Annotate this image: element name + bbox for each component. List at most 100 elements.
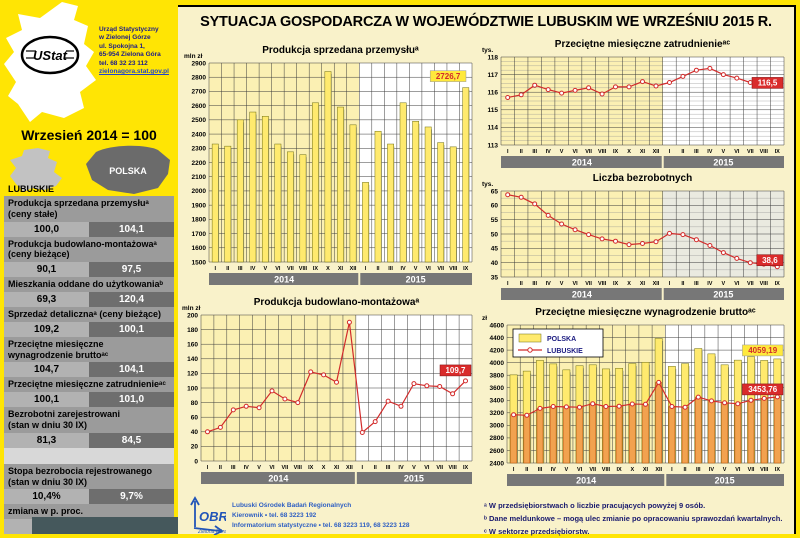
indicator-values: 109,2 100,1 [4,321,174,337]
svg-text:2015: 2015 [713,158,733,168]
svg-text:40: 40 [491,260,499,267]
svg-text:VII: VII [437,266,444,272]
svg-text:II: II [520,149,524,155]
svg-text:X: X [322,465,326,471]
value-lubuskie: 100,1 [4,392,89,408]
svg-text:2700: 2700 [192,89,207,96]
svg-text:IX: IX [775,467,781,473]
value-badge [742,344,784,357]
svg-text:IV: IV [707,149,713,155]
svg-text:VII: VII [585,149,592,155]
svg-text:XI: XI [640,281,646,287]
svg-text:116,5: 116,5 [758,79,778,88]
svg-text:2600: 2600 [490,448,505,455]
svg-text:II: II [681,149,685,155]
value-badge [751,77,784,89]
svg-text:V: V [722,149,726,155]
svg-text:2014: 2014 [274,275,294,285]
svg-text:V: V [414,266,418,272]
svg-text:III: III [694,281,699,287]
svg-text:V: V [412,465,416,471]
svg-text:2800: 2800 [490,435,505,442]
chart-svg-produkcja-sprzedana-przemyslu: Produkcja sprzedana przemysłuᵃ mln zł 1500… [184,45,473,285]
value-badge [429,70,467,82]
svg-text:XII: XII [346,465,353,471]
svg-text:X: X [627,149,631,155]
indicator-label: Produkcja sprzedana przemysłuᵃ (ceny stał… [4,196,174,222]
svg-text:2300: 2300 [192,146,207,153]
svg-text:XI: XI [334,465,340,471]
svg-text:60: 60 [191,415,199,422]
chart-produkcja-budowlano-montazowa: Produkcja budowlano-montażowaᵃ mln zł 0 20 4… [180,295,480,487]
chart-svg-przecietne-zatrudnienie: Przeciętne miesięczne zatrudnienieᵃᶜ tys.… [482,39,785,168]
svg-text:2000: 2000 [192,188,207,195]
footnote: ᵇ Dane meldunkowe – mogą ulec zmianie po… [484,514,783,524]
indicator-values: 81,3 84,5 [4,432,174,448]
svg-text:115: 115 [488,107,499,114]
obr-contact-lines: Lubuski Ośrodek Badań Regionalnych Kierow… [232,501,410,530]
svg-text:X: X [326,266,330,272]
svg-text:XII: XII [653,149,660,155]
obr-logo-subtext: Zielona Góra [197,529,226,535]
page-title: SYTUACJA GOSPODARCZA W WOJEWÓDZTWIE LUBU… [200,14,772,30]
svg-text:1700: 1700 [192,231,207,238]
indicator-label: Przeciętne miesięczne zatrudnienieᵃᶜ [4,377,174,393]
value-polska: 9,7% [89,489,174,505]
svg-text:III: III [231,465,236,471]
svg-text:VII: VII [585,281,592,287]
value-polska: 104,1 [89,221,174,237]
svg-text:I: I [513,467,515,473]
ustat-logo-text: UStat [33,48,68,63]
svg-text:IX: IX [613,281,619,287]
address-line: ul. Spokojna 1, [99,42,145,50]
indicator-label: Sprzedaż detalicznaᵃ (ceny bieżące) [4,306,174,322]
svg-text:VIII: VIII [760,149,769,155]
svg-text:VII: VII [747,149,754,155]
svg-text:4059,19: 4059,19 [748,346,777,355]
svg-text:3200: 3200 [490,410,505,417]
svg-text:55: 55 [491,217,499,224]
svg-text:114: 114 [488,125,499,132]
svg-text:IV: IV [546,281,552,287]
svg-text:0: 0 [194,458,198,465]
base-period-heading: Wrzesień 2014 = 100 [21,127,157,143]
svg-text:3800: 3800 [490,372,505,379]
address-line: 65-954 Zielona Góra [99,51,161,59]
svg-text:POLSKA: POLSKA [547,336,576,343]
svg-text:2900: 2900 [192,60,207,67]
svg-text:IV: IV [709,467,715,473]
svg-text:45: 45 [491,246,499,253]
svg-text:50: 50 [491,231,499,238]
ustat-logo: UStat [20,35,80,75]
svg-text:VI: VI [735,467,741,473]
obr-logo-text: OBR [199,509,226,524]
value-polska: 104,1 [89,362,174,378]
svg-text:117: 117 [488,72,499,79]
table-spacer [4,447,174,464]
svg-text:VI: VI [269,465,275,471]
svg-text:I: I [362,465,364,471]
svg-text:VI: VI [275,266,281,272]
svg-text:118: 118 [488,54,499,61]
value-lubuskie: 10,4% [4,489,89,505]
svg-text:Produkcja sprzedana przemysłuᵃ: Produkcja sprzedana przemysłuᵃ [262,45,419,56]
address-line: Urząd Statystyczny [99,26,159,33]
svg-text:IX: IX [617,467,623,473]
svg-text:VIII: VIII [760,281,769,287]
indicator-values: 90,1 97,5 [4,262,174,278]
svg-text:mln zł: mln zł [182,305,201,312]
indicator-label: Przeciętne miesięczne wynagrodzenie brut… [4,336,174,363]
svg-text:Liczba bezrobotnych: Liczba bezrobotnych [593,173,692,184]
value-lubuskie: 109,2 [4,321,89,337]
svg-text:2014: 2014 [576,476,596,486]
value-lubuskie: 104,7 [4,362,89,378]
svg-text:I: I [671,467,673,473]
svg-text:VII: VII [436,465,443,471]
svg-text:X: X [630,467,634,473]
svg-text:IX: IX [463,266,469,272]
lubuskie-outline-map: UStat [4,2,96,122]
svg-text:II: II [377,266,381,272]
svg-text:VII: VII [282,465,289,471]
website-link[interactable]: zielonagora.stat.gov.pl [99,68,169,76]
svg-text:VIII: VIII [294,465,303,471]
